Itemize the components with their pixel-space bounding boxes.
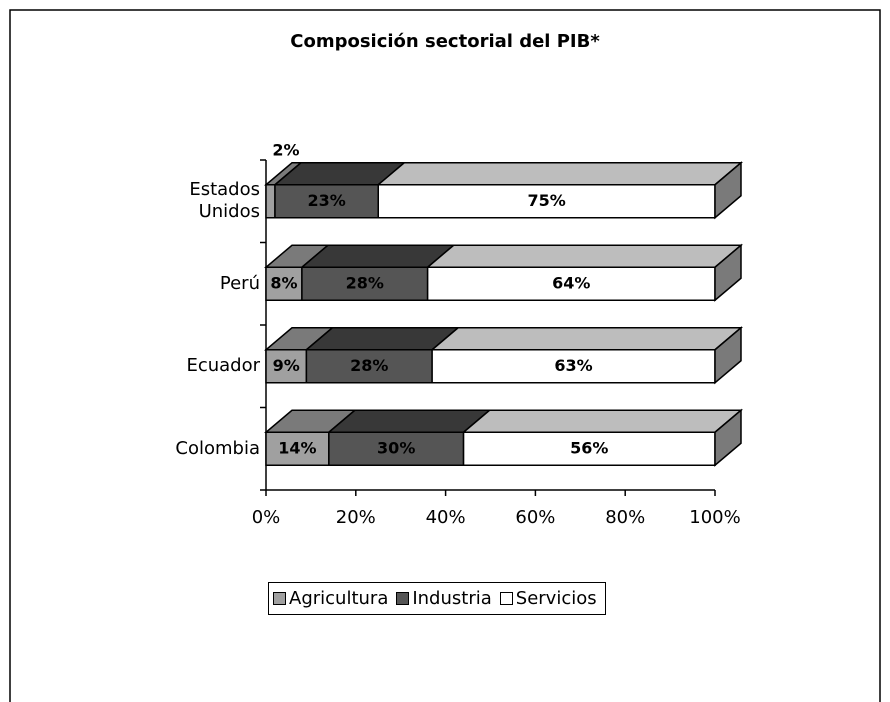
value-label: 30% [377, 438, 415, 457]
x-tick-label: 100% [689, 507, 740, 528]
x-tick-label: 60% [515, 507, 555, 528]
legend-label: Servicios [515, 588, 597, 609]
bar-top [425, 244, 744, 268]
x-tick-label: 40% [426, 507, 466, 528]
bar [274, 184, 380, 219]
bar [265, 431, 330, 466]
category-label: Colombia [175, 437, 260, 459]
value-label: 28% [350, 356, 388, 375]
value-label: 63% [554, 356, 592, 375]
chart-title: Composición sectorial del PIB* [290, 31, 600, 52]
bar-top [461, 409, 744, 433]
value-label: 14% [278, 438, 316, 457]
legend-swatch [499, 592, 513, 605]
bar [265, 266, 303, 301]
bar-top [326, 409, 492, 433]
bar-side [714, 161, 742, 220]
category-label: Ecuador [186, 355, 260, 377]
value-label: 75% [527, 191, 565, 210]
bar [462, 431, 716, 466]
legend-item: Agricultura [273, 588, 388, 609]
category-label: Perú [219, 272, 260, 294]
bar-side [714, 408, 742, 467]
value-label: 23% [307, 191, 345, 210]
x-tick-label: 0% [252, 507, 281, 528]
bar-top [430, 327, 744, 351]
category-label: Estados Unidos [189, 179, 260, 223]
bar-side [714, 326, 742, 385]
bar-top [376, 162, 744, 186]
bar-side [714, 243, 742, 302]
legend: Agricultura Industria Servicios [268, 582, 606, 615]
x-tick-label: 20% [336, 507, 376, 528]
x-tick-label: 80% [605, 507, 645, 528]
value-label: 9% [273, 356, 300, 375]
bar [301, 266, 429, 301]
value-label: 28% [346, 273, 384, 292]
value-label: 8% [270, 273, 297, 292]
bar [328, 431, 465, 466]
value-label: 56% [570, 438, 608, 457]
legend-item: Industria [396, 588, 492, 609]
bar [265, 184, 276, 219]
bar [265, 349, 308, 384]
bar [426, 266, 716, 301]
legend-swatch [273, 592, 286, 605]
legend-swatch [396, 592, 410, 605]
value-label: 2% [272, 140, 299, 159]
legend-label: Agricultura [289, 588, 389, 609]
frame [9, 9, 881, 702]
legend-label: Industria [412, 588, 492, 609]
legend-item: Servicios [499, 588, 597, 609]
value-label: 64% [552, 273, 590, 292]
